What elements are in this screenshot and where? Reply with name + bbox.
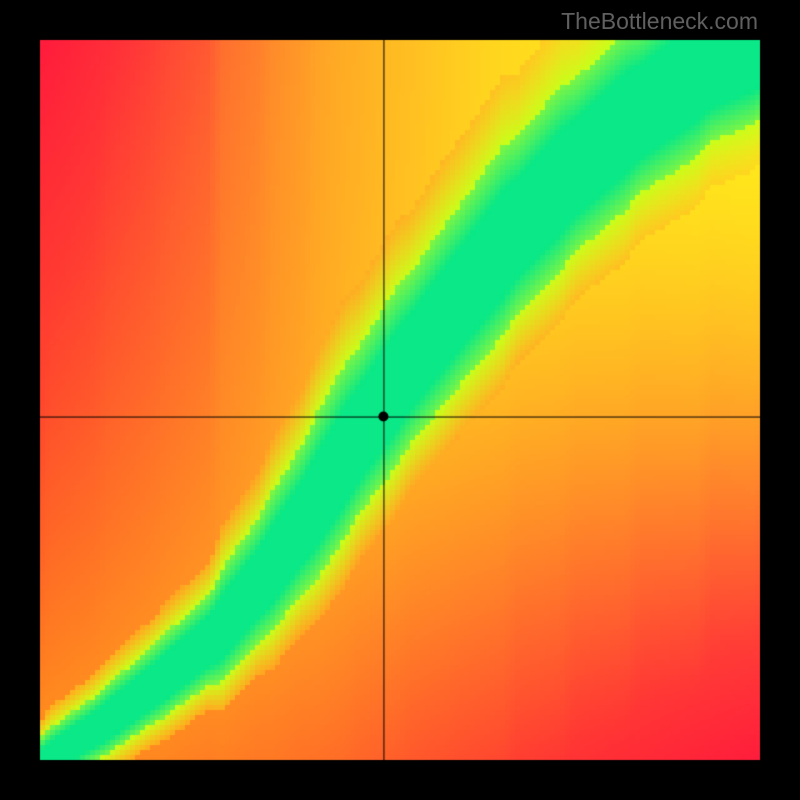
- heatmap-canvas: [0, 0, 800, 800]
- chart-container: TheBottleneck.com: [0, 0, 800, 800]
- watermark-text: TheBottleneck.com: [561, 8, 758, 35]
